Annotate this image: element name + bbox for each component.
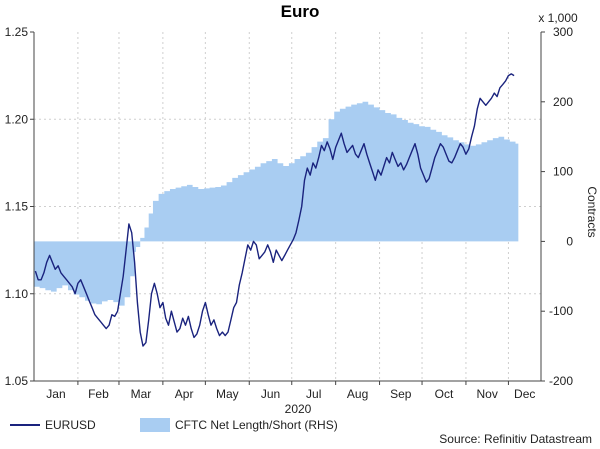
x-tick-label: Apr bbox=[175, 387, 194, 401]
left-tick-label: 1.20 bbox=[5, 112, 29, 126]
legend: EURUSD CFTC Net Length/Short (RHS) bbox=[10, 418, 338, 432]
right-axis-ticks: -200 -100 0 100 200 300 bbox=[541, 25, 573, 388]
x-tick-label: Nov bbox=[477, 387, 498, 401]
chart-title: Euro bbox=[281, 2, 320, 21]
cftc-area-layer bbox=[34, 101, 519, 306]
right-tick-label: -200 bbox=[549, 374, 573, 388]
right-tick-label: 0 bbox=[566, 234, 573, 248]
left-tick-label: 1.15 bbox=[5, 200, 29, 214]
right-tick-label: 200 bbox=[553, 95, 573, 109]
left-tick-label: 1.25 bbox=[5, 25, 29, 39]
right-axis-label: Contracts bbox=[585, 186, 599, 237]
right-tick-label: 100 bbox=[553, 165, 573, 179]
x-tick-label: Feb bbox=[88, 387, 109, 401]
legend-label-cftc: CFTC Net Length/Short (RHS) bbox=[175, 418, 338, 432]
left-tick-label: 1.10 bbox=[5, 287, 29, 301]
x-axis-label: 2020 bbox=[285, 402, 312, 416]
right-axis-unit-note: x 1,000 bbox=[538, 11, 578, 25]
x-tick-label: Jun bbox=[261, 387, 280, 401]
x-tick-label: May bbox=[216, 387, 239, 401]
x-axis-ticks: Jan Feb Mar Apr May Jun Jul Aug Sep Oct Nov Dec bbox=[46, 381, 535, 401]
eurusd-line bbox=[34, 73, 515, 347]
x-tick-label: Aug bbox=[347, 387, 368, 401]
right-tick-label: -100 bbox=[549, 304, 573, 318]
x-tick-label: Oct bbox=[435, 387, 454, 401]
source-note: Source: Refinitiv Datastream bbox=[439, 432, 592, 446]
eurusd-line-layer bbox=[34, 73, 515, 347]
grid bbox=[34, 32, 541, 381]
x-tick-label: Mar bbox=[131, 387, 152, 401]
left-axis-ticks: 1.05 1.10 1.15 1.20 1.25 bbox=[5, 25, 34, 388]
x-tick-label: Dec bbox=[514, 387, 535, 401]
x-tick-label: Sep bbox=[390, 387, 412, 401]
left-tick-label: 1.05 bbox=[5, 374, 29, 388]
legend-swatch-cftc bbox=[140, 418, 170, 432]
right-tick-label: 300 bbox=[553, 25, 573, 39]
x-tick-label: Jan bbox=[46, 387, 65, 401]
legend-label-eurusd: EURUSD bbox=[45, 418, 96, 432]
cftc-net-area bbox=[34, 101, 519, 306]
x-tick-label: Jul bbox=[306, 387, 321, 401]
